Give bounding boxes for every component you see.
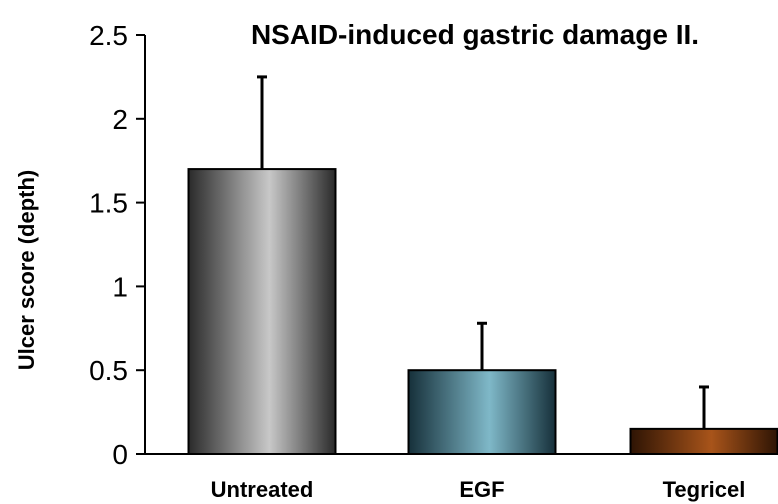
y-axis-label: Ulcer score (depth) bbox=[14, 170, 39, 371]
bar-egf bbox=[407, 369, 557, 456]
y-axis-ticks: 0 0.5 1 1.5 2 2.5 bbox=[89, 20, 145, 470]
error-bars bbox=[257, 75, 709, 429]
x-category-label: EGF bbox=[459, 477, 504, 502]
x-category-label: Tegricel bbox=[663, 477, 746, 502]
bars bbox=[187, 168, 778, 456]
y-tick-label: 0.5 bbox=[89, 355, 128, 386]
bar-untreated bbox=[187, 168, 337, 456]
y-tick-label: 0 bbox=[112, 439, 128, 470]
y-tick-label: 2.5 bbox=[89, 20, 128, 51]
y-tick-label: 2 bbox=[112, 104, 128, 135]
y-tick-label: 1.5 bbox=[89, 188, 128, 219]
y-tick-label: 1 bbox=[112, 271, 128, 302]
x-axis-categories: Untreated EGF Tegricel bbox=[211, 477, 746, 502]
bar-tegricel bbox=[629, 427, 778, 455]
chart-title: NSAID-induced gastric damage II. bbox=[251, 19, 699, 50]
x-category-label: Untreated bbox=[211, 477, 314, 502]
